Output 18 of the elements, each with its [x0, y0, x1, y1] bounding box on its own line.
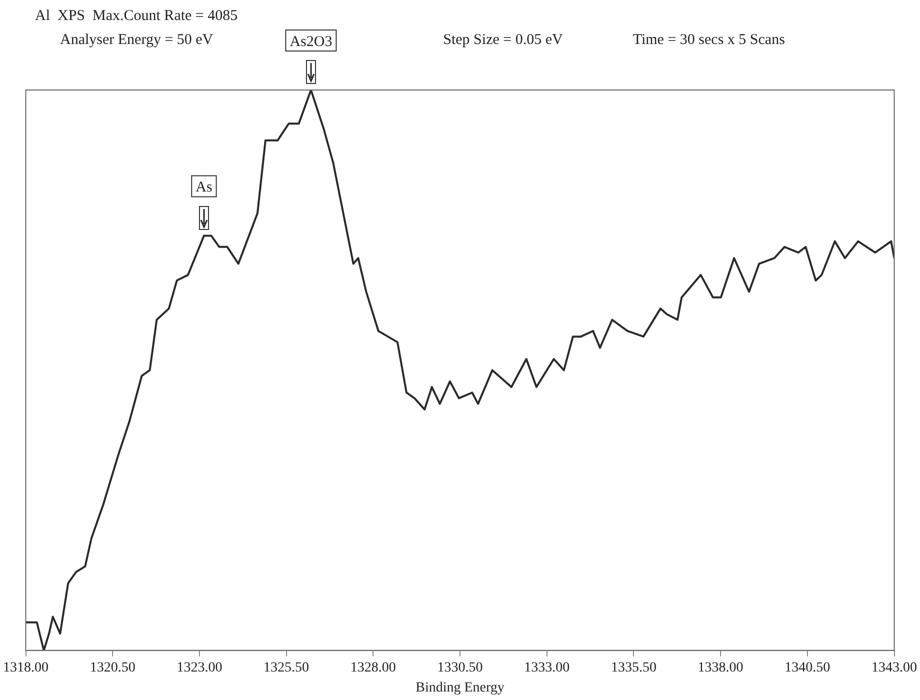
x-tick-label: 1323.00	[176, 660, 222, 676]
annotation: As2O3	[290, 34, 332, 50]
x-tick-label: 1320.50	[90, 660, 136, 676]
x-tick-label: 1338.00	[698, 660, 744, 676]
x-tick-label: 1330.50	[437, 660, 483, 676]
x-tick-label: 1328.00	[350, 660, 396, 676]
x-tick-label: 1343.00	[872, 660, 917, 676]
text: Analyser Energy = 50 eV	[60, 32, 214, 48]
x-tick-label: 1340.50	[784, 660, 830, 676]
annotation: As	[196, 180, 212, 196]
text: Step Size = 0.05 eV	[443, 32, 563, 48]
text: Time = 30 secs x 5 Scans	[632, 32, 786, 48]
x-tick-label: 1318.00	[3, 660, 48, 676]
x-tick-label: 1333.00	[524, 660, 570, 676]
chart-title: Al XPS Max.Count Rate = 4085	[35, 8, 238, 24]
x-tick-label: 1325.50	[264, 660, 310, 676]
x-axis-title: Binding Energy	[416, 680, 504, 696]
x-tick-label: 1335.50	[610, 660, 656, 676]
